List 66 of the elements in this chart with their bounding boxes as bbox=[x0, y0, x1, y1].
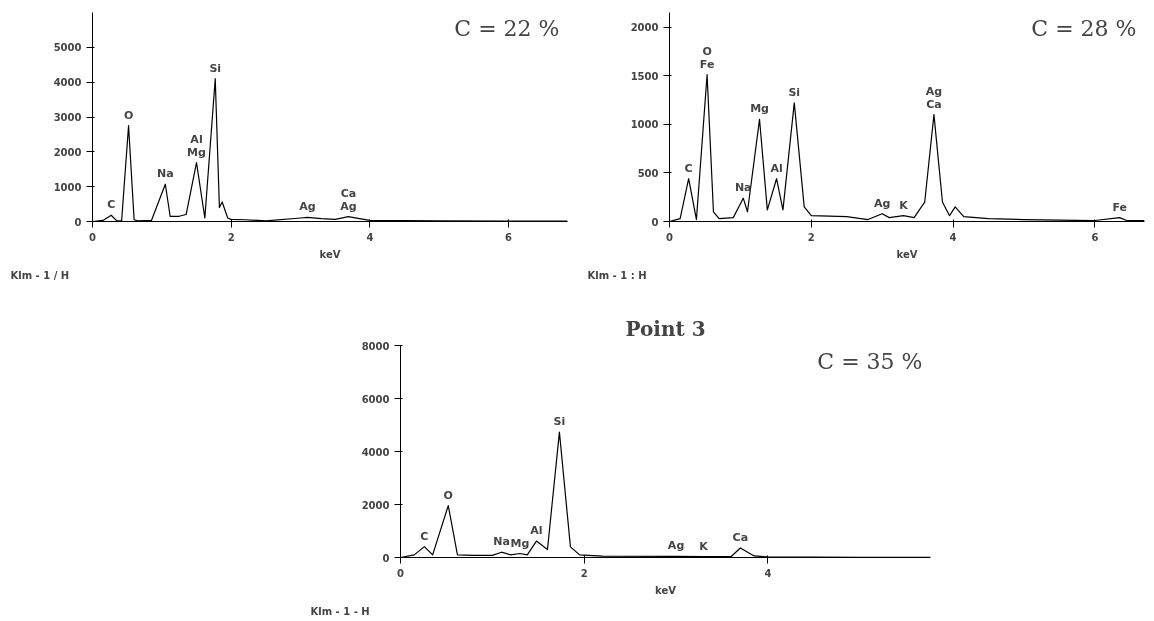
y-tick-label: 2000 bbox=[53, 146, 82, 158]
y-tick-label: 3000 bbox=[53, 112, 82, 123]
annotation: Ag bbox=[667, 539, 685, 553]
x-tick-label: 0 bbox=[89, 231, 97, 243]
annotation: Si bbox=[209, 61, 222, 75]
annotation: C bbox=[420, 529, 429, 543]
annotation: C = 35 % bbox=[817, 348, 923, 374]
y-tick-label: 2000 bbox=[630, 22, 659, 34]
y-tick-label: 0 bbox=[651, 216, 659, 228]
x-tick-label: 0 bbox=[397, 567, 405, 579]
annotation: Ag bbox=[873, 196, 891, 210]
annotation: Ag bbox=[340, 199, 357, 213]
text: Klm - 1 / H bbox=[10, 269, 70, 281]
annotation: Al bbox=[770, 161, 783, 175]
annotation: Si bbox=[788, 85, 801, 99]
y-tick-label: 2000 bbox=[361, 499, 390, 511]
y-tick-label: 1500 bbox=[630, 70, 659, 82]
x-axis-title: keV bbox=[896, 248, 918, 260]
annotation: Ag bbox=[299, 200, 316, 214]
annotation: Fe bbox=[1112, 200, 1127, 214]
annotation: Mg bbox=[510, 536, 530, 550]
y-tick-label: 8000 bbox=[361, 340, 390, 352]
y-tick-label: 5000 bbox=[53, 42, 82, 54]
annotation: C bbox=[684, 161, 693, 175]
y-tick-label: 500 bbox=[637, 167, 659, 179]
annotation: Al bbox=[530, 524, 543, 538]
annotation: Fe bbox=[699, 57, 715, 71]
x-tick-label: 6 bbox=[505, 231, 513, 243]
x-axis-title: keV bbox=[319, 248, 341, 260]
x-axis-title: keV bbox=[655, 584, 677, 596]
y-tick-label: 6000 bbox=[361, 393, 390, 405]
y-tick-label: 1000 bbox=[53, 181, 82, 193]
y-tick-label: 4000 bbox=[53, 77, 82, 89]
annotation: Al bbox=[190, 132, 203, 146]
y-tick-label: 0 bbox=[382, 552, 390, 564]
x-tick-label: 4 bbox=[366, 231, 374, 243]
annotation: O bbox=[702, 44, 712, 58]
chart-title: Point 3 bbox=[625, 316, 706, 341]
annotation: Mg bbox=[187, 145, 206, 159]
annotation: O bbox=[443, 488, 453, 502]
x-tick-label: 4 bbox=[764, 567, 772, 579]
annotation: K bbox=[699, 539, 709, 553]
y-tick-label: 1000 bbox=[630, 119, 659, 131]
annotation: Mg bbox=[750, 102, 769, 116]
y-tick-label: 4000 bbox=[361, 446, 390, 458]
x-tick-label: 6 bbox=[1091, 231, 1099, 243]
x-tick-label: 2 bbox=[227, 231, 235, 243]
annotation: K bbox=[899, 198, 909, 212]
annotation: Si bbox=[553, 415, 566, 429]
annotation: O bbox=[123, 108, 134, 122]
annotation: Ag bbox=[925, 84, 943, 98]
x-tick-label: 0 bbox=[666, 231, 674, 243]
annotation: Ca bbox=[732, 530, 749, 544]
x-tick-label: 2 bbox=[807, 231, 815, 243]
text: Klm - 1 - H bbox=[310, 605, 370, 617]
annotation: C = 28 % bbox=[1031, 15, 1137, 41]
text: Klm - 1 : H bbox=[587, 269, 647, 281]
annotation: C = 22 % bbox=[454, 15, 560, 41]
annotation: Ca bbox=[340, 186, 357, 200]
x-tick-label: 2 bbox=[580, 567, 588, 579]
annotation: Na bbox=[493, 535, 510, 549]
annotation: Na bbox=[157, 167, 174, 181]
y-tick-label: 0 bbox=[74, 216, 82, 228]
annotation: Ca bbox=[926, 97, 942, 111]
annotation: C bbox=[107, 198, 116, 212]
x-tick-label: 4 bbox=[949, 231, 957, 243]
